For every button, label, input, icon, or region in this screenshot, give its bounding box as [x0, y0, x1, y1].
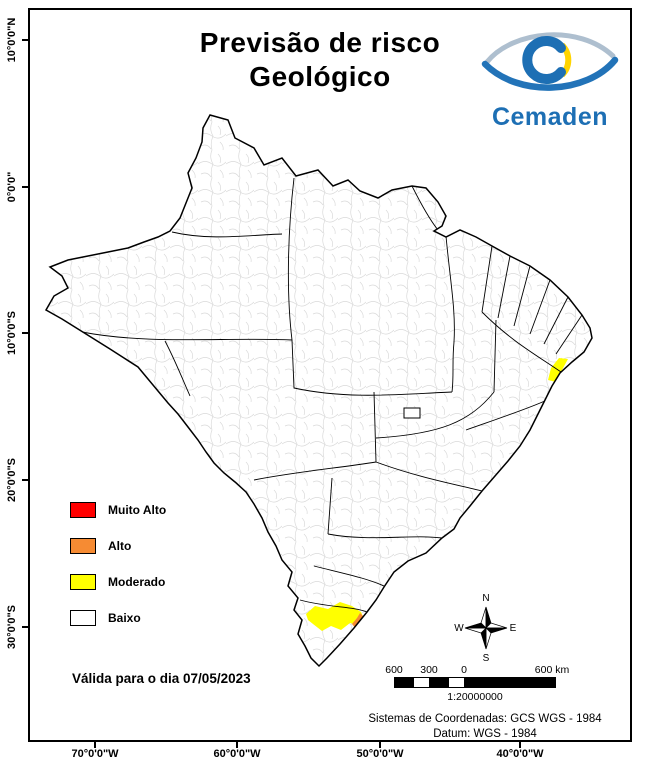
legend-swatch-alto: [70, 538, 96, 554]
scale-bar-labels: 600 300 0 600 km: [385, 664, 569, 677]
graticule-tick: [22, 626, 28, 628]
latitude-label: 30°0'0"S: [6, 604, 18, 650]
scale-ratio: 1:20000000: [447, 691, 503, 703]
legend-swatch-baixo: [70, 610, 96, 626]
cemaden-wordmark: Cemaden: [491, 103, 609, 131]
map-frame: Previsão de risco Geológico Cemaden Muit…: [28, 8, 632, 742]
compass-south-label: S: [483, 653, 490, 664]
graticule-tick: [379, 742, 381, 748]
scale-bar-segment: [395, 678, 413, 687]
legend-swatch-moderado: [70, 574, 96, 590]
cemaden-logo: Cemaden: [474, 20, 626, 132]
state-boundaries: [81, 177, 583, 613]
latitude-label: 10°0'0"S: [6, 310, 18, 356]
scale-label: 0: [461, 664, 467, 676]
legend-label: Muito Alto: [108, 503, 167, 517]
map-title-line-1: Previsão de risco: [199, 27, 441, 58]
risk-area-south-alto: [352, 613, 364, 629]
scale-label: 300: [420, 664, 438, 676]
graticule-tick: [22, 39, 28, 41]
scale-bar-segment: [413, 678, 430, 687]
latitude-label: 10°0'0"N: [6, 17, 18, 63]
datum-line: Datum: WGS - 1984: [433, 728, 537, 740]
legend-label: Moderado: [108, 575, 166, 589]
scale-label: 600: [385, 664, 403, 676]
compass-east-label: E: [510, 623, 517, 634]
risk-area-south-moderado: [306, 602, 364, 631]
longitude-label: 60°0'0"W: [213, 748, 261, 760]
legend-label: Baixo: [108, 611, 141, 625]
graticule-tick: [94, 742, 96, 748]
graticule-tick: [519, 742, 521, 748]
brazil-outline: [44, 114, 593, 668]
scale-bar-graphic: [394, 677, 556, 688]
legend-item: Baixo: [70, 610, 166, 626]
scale-bar-segment: [430, 678, 448, 687]
scale-bar-segment: [448, 678, 465, 687]
longitude-label: 50°0'0"W: [356, 748, 404, 760]
compass-rose: N S E W: [454, 593, 517, 664]
map-title-line-2: Geológico: [249, 61, 391, 92]
longitude-label: 70°0'0"W: [71, 748, 119, 760]
map-title: Previsão de risco Geológico: [110, 26, 530, 94]
graticule-tick: [236, 742, 238, 748]
latitude-label: 20°0'0"S: [6, 457, 18, 503]
coordinate-system-note: Sistemas de Coordenadas: GCS WGS - 1984 …: [340, 712, 630, 742]
longitude-label: 40°0'0"W: [496, 748, 544, 760]
brazil-map: [44, 114, 593, 668]
cemaden-logo-icon: [481, 32, 619, 91]
scale-label: 600 km: [534, 664, 570, 676]
scale-bar-segment: [465, 678, 555, 687]
compass-west-label: W: [454, 623, 464, 634]
validity-date: Válida para o dia 07/05/2023: [72, 671, 251, 686]
legend: Muito Alto Alto Moderado Baixo: [70, 502, 166, 646]
graticule-tick: [22, 479, 28, 481]
latitude-label: 0°0'0": [6, 171, 18, 203]
legend-swatch-muito-alto: [70, 502, 96, 518]
legend-item: Moderado: [70, 574, 166, 590]
legend-label: Alto: [108, 539, 132, 553]
distrito-federal-outline: [403, 407, 421, 419]
compass-north-label: N: [482, 593, 489, 604]
legend-item: Alto: [70, 538, 166, 554]
graticule-tick: [22, 186, 28, 188]
scale-bar: 600 300 0 600 km 1:20000000: [385, 664, 569, 703]
legend-item: Muito Alto: [70, 502, 166, 518]
graticule-tick: [22, 332, 28, 334]
coordinate-system-line: Sistemas de Coordenadas: GCS WGS - 1984: [368, 713, 602, 725]
